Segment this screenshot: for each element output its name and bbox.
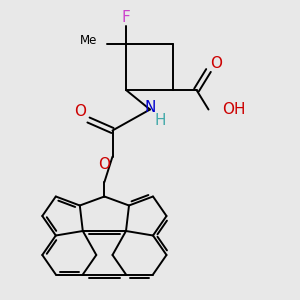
Text: N: N <box>144 100 156 116</box>
Text: H: H <box>155 113 166 128</box>
Text: O: O <box>98 157 110 172</box>
Text: F: F <box>122 11 130 26</box>
Text: Me: Me <box>80 34 98 47</box>
Text: O: O <box>74 104 86 119</box>
Text: O: O <box>210 56 222 70</box>
Text: OH: OH <box>222 102 245 117</box>
